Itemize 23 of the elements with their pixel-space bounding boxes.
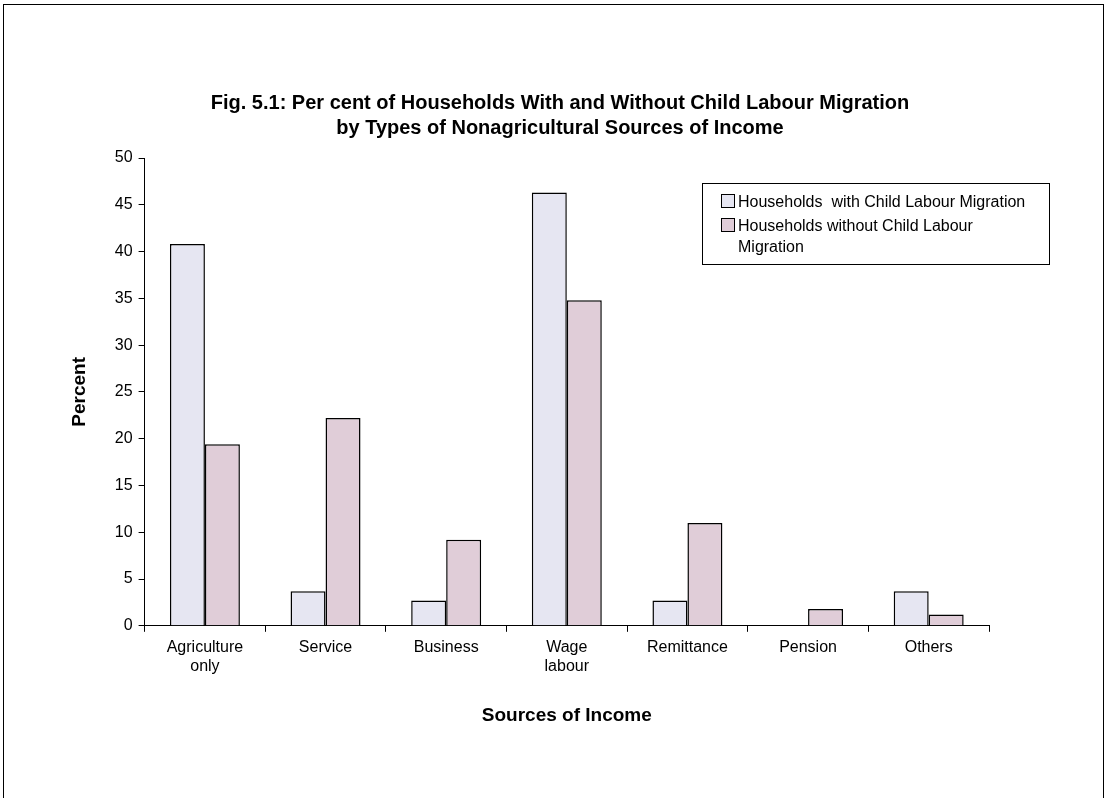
y-tick-label: 45 [114,195,133,213]
y-tick-label: 30 [114,335,133,353]
x-tick-label: Pension [779,637,837,655]
y-tick-label: 5 [123,569,133,587]
y-tick-label: 10 [114,522,133,540]
y-axis-title: Percent [67,356,89,427]
y-tick-label: 40 [114,241,133,259]
x-tick-label: Agriculture only [166,637,244,675]
x-tick-label: Business [413,637,479,655]
chart-title: Fig. 5.1: Per cent of Households With and Without Child Labour Migration by Types of Nonagricultural Sources of Income [209,90,911,140]
y-tick-label: 0 [123,616,133,634]
legend-label: Households without Child Labour Migration [738,216,974,257]
x-tick-label: Remittance [646,637,728,655]
x-tick-label: Wage labour [544,637,590,675]
legend-label: Households with Child Labour Migration [738,192,1026,212]
y-tick-label: 15 [114,475,133,493]
x-axis-title: Sources of Income [481,703,652,725]
y-tick-label: 50 [114,148,133,166]
y-tick-label: 35 [114,288,133,306]
x-tick-label: Others [904,637,953,655]
y-tick-label: 20 [114,429,133,447]
x-tick-label: Service [298,637,353,655]
y-tick-label: 25 [114,382,133,400]
